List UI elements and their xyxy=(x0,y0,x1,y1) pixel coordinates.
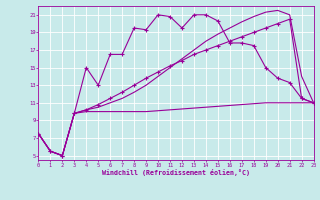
X-axis label: Windchill (Refroidissement éolien,°C): Windchill (Refroidissement éolien,°C) xyxy=(102,169,250,176)
